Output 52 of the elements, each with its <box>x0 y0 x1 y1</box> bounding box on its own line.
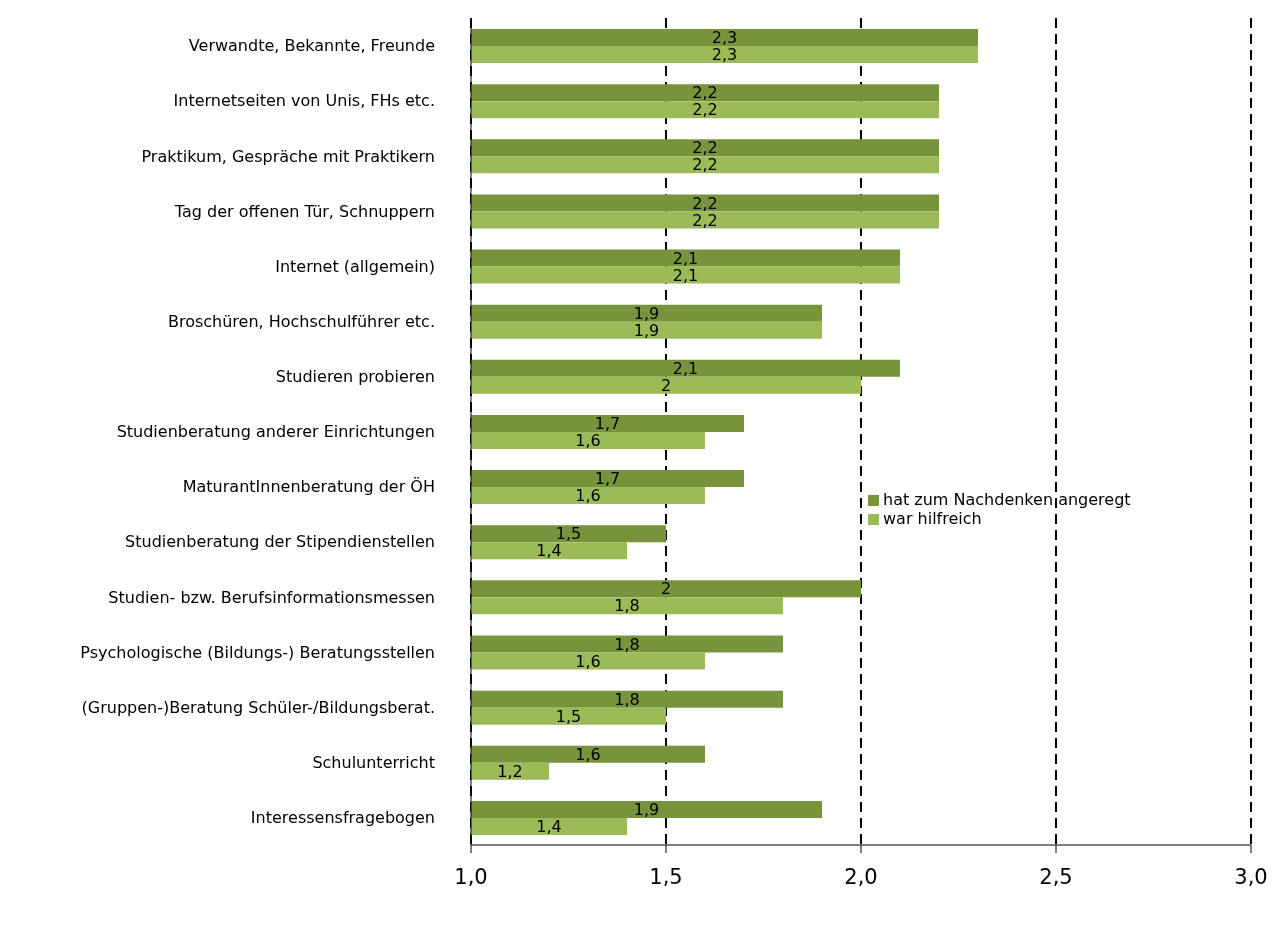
data-label: 1,8 <box>614 689 640 709</box>
y-tick-label: Interessensfragebogen <box>250 808 435 828</box>
x-tick-label: 1,5 <box>649 864 683 889</box>
data-label: 2,1 <box>672 265 699 285</box>
data-label: 1,6 <box>575 744 601 764</box>
data-label: 1,4 <box>536 816 562 836</box>
data-label: 1,9 <box>633 320 660 340</box>
data-label: 1,8 <box>614 596 640 616</box>
data-label: 1,7 <box>594 414 621 434</box>
data-label: 2,1 <box>672 248 699 268</box>
x-tick-label: 1,0 <box>454 864 488 889</box>
data-label: 1,9 <box>633 799 660 819</box>
data-label: 1,4 <box>536 541 562 561</box>
data-label: 2,3 <box>711 28 738 48</box>
y-tick-label: Psychologische (Bildungs-) Beratungsstellen <box>80 642 435 662</box>
data-label: 2,2 <box>692 155 718 175</box>
data-label: 2,2 <box>692 138 718 158</box>
x-tick-label: 2,0 <box>844 864 878 889</box>
data-label: 1,2 <box>497 761 523 781</box>
y-tick-label: Tag der offenen Tür, Schnuppern <box>173 201 435 221</box>
y-tick-label: Schulunterricht <box>312 752 435 772</box>
data-label: 2,2 <box>692 83 718 103</box>
data-label: 2 <box>660 579 672 599</box>
data-label: 1,5 <box>555 706 582 726</box>
x-tick-label: 3,0 <box>1234 864 1268 889</box>
data-label: 2,2 <box>692 210 718 230</box>
y-tick-label: Studienberatung der Stipendienstellen <box>125 532 435 552</box>
y-tick-label: Studien- bzw. Berufsinformationsmessen <box>108 587 435 607</box>
y-tick-label: Broschüren, Hochschulführer etc. <box>167 311 435 331</box>
data-label: 1,7 <box>594 469 621 489</box>
y-tick-label: Studieren probieren <box>275 367 435 387</box>
y-tick-label: Verwandte, Bekannte, Freunde <box>188 36 435 56</box>
data-label: 1,5 <box>555 524 582 544</box>
legend-label: war hilfreich <box>883 509 982 528</box>
legend-label: hat zum Nachdenken angeregt <box>883 490 1131 509</box>
data-label: 1,8 <box>614 634 640 654</box>
data-label: 2,2 <box>692 100 718 120</box>
data-label: 2,1 <box>672 358 699 378</box>
y-tick-label: Studienberatung anderer Einrichtungen <box>116 422 435 442</box>
data-label: 1,6 <box>575 651 601 671</box>
y-tick-label: (Gruppen-)Beratung Schüler-/Bildungsberat. <box>81 697 435 717</box>
data-label: 1,9 <box>633 303 660 323</box>
data-label: 1,6 <box>575 486 601 506</box>
data-label: 1,6 <box>575 431 601 451</box>
data-label: 2,3 <box>711 45 738 65</box>
y-tick-label: Praktikum, Gespräche mit Praktikern <box>141 146 435 166</box>
x-tick-label: 2,5 <box>1039 864 1073 889</box>
data-label: 2,2 <box>692 193 718 213</box>
y-tick-label: Internetseiten von Unis, FHs etc. <box>173 91 435 111</box>
data-label: 2 <box>660 375 672 395</box>
y-tick-label: MaturantInnenberatung der ÖH <box>182 477 435 497</box>
y-tick-label: Internet (allgemein) <box>275 256 435 276</box>
